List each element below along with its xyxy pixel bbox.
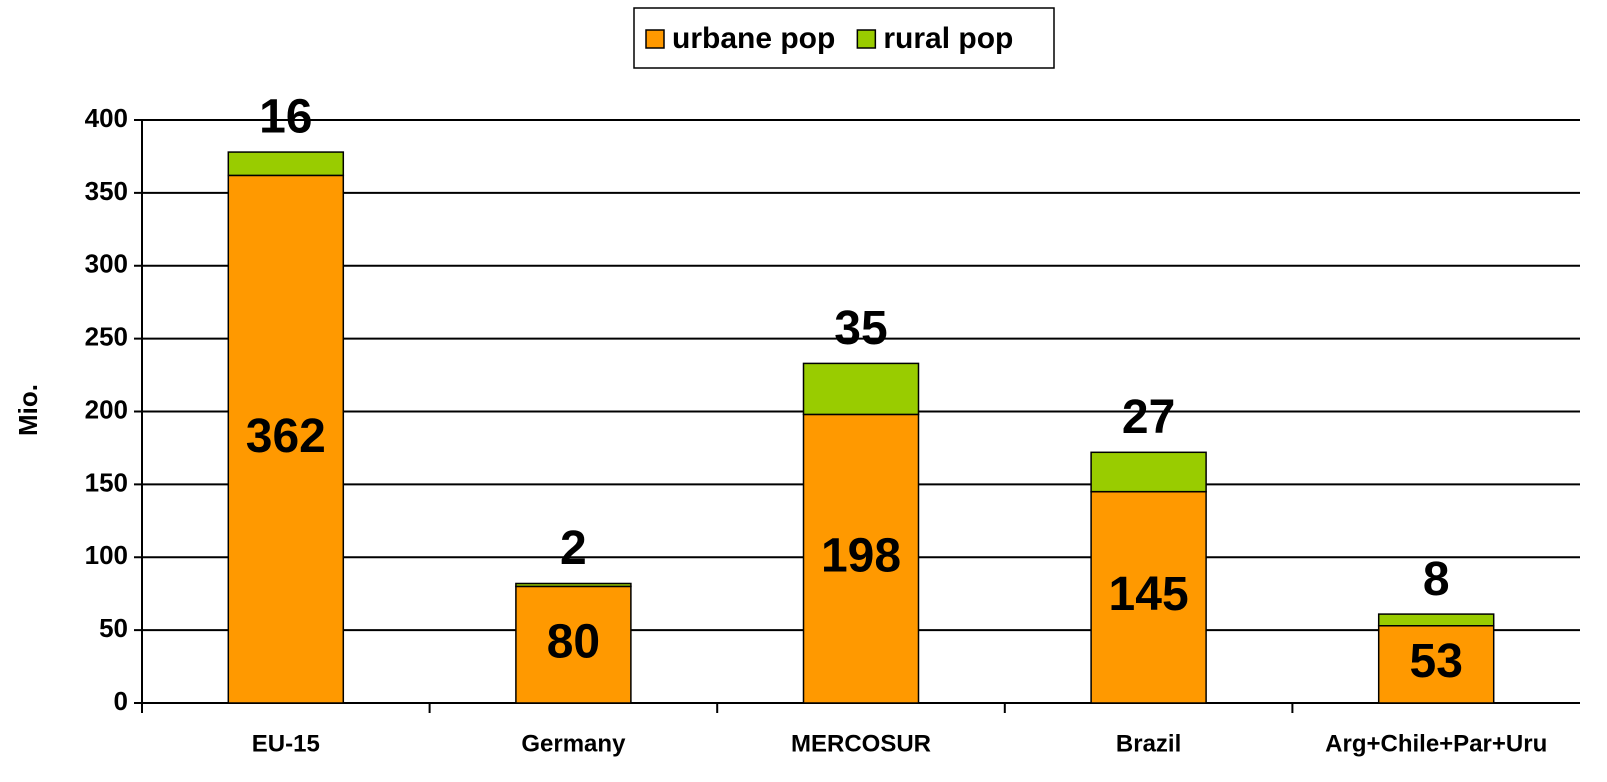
y-tick-label: 100: [85, 540, 128, 570]
x-tick-label: Arg+Chile+Par+Uru: [1325, 730, 1547, 757]
data-label: 198: [821, 529, 901, 582]
data-label: 362: [246, 410, 326, 463]
bar-segment: [227, 174, 345, 704]
y-tick-label: 300: [85, 249, 128, 279]
bar-segment: [1377, 625, 1495, 704]
data-label: 80: [547, 615, 600, 668]
bar-segment: [802, 362, 920, 416]
data-label: 8: [1423, 553, 1450, 606]
y-tick-label: 50: [99, 613, 128, 643]
data-label: 27: [1122, 391, 1175, 444]
legend-label: urbane pop: [672, 22, 835, 55]
y-tick-label: 0: [114, 686, 128, 716]
data-label: 16: [259, 91, 312, 144]
y-tick-label: 250: [85, 322, 128, 352]
bar-segment: [227, 151, 345, 177]
y-tick-label: 200: [85, 394, 128, 424]
bar-segment: [515, 582, 632, 588]
legend-box: [633, 7, 1055, 69]
bar-segment: [1090, 490, 1207, 704]
data-label: 35: [834, 302, 887, 355]
x-tick-label: MERCOSUR: [791, 730, 931, 757]
y-tick-label: 350: [85, 176, 128, 206]
x-tick-label: EU-15: [252, 730, 320, 757]
data-label: 53: [1410, 635, 1463, 688]
y-tick-label: 400: [85, 103, 128, 133]
data-label: 145: [1109, 568, 1189, 621]
legend-label: rural pop: [883, 22, 1013, 55]
y-tick-label: 150: [85, 467, 128, 497]
y-axis-label: Mio.: [13, 384, 43, 436]
bar-segment: [1090, 451, 1207, 493]
legend-swatch: [645, 29, 665, 49]
data-label: 2: [560, 522, 587, 575]
legend-swatch: [856, 29, 877, 49]
bar-segment: [802, 413, 920, 704]
bar-segment: [1377, 613, 1495, 627]
x-tick-label: Brazil: [1116, 730, 1181, 757]
x-tick-label: Germany: [521, 730, 626, 757]
